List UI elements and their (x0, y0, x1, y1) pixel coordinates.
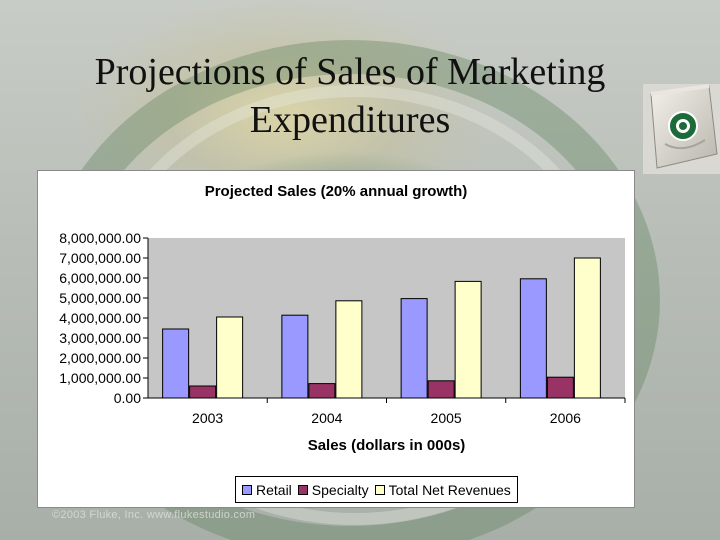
bar-retail (519, 278, 547, 399)
chart-legend: Retail Specialty Total Net Revenues (235, 476, 518, 503)
bar-specialty (427, 380, 455, 399)
y-tick-label: 3,000,000.00 (59, 330, 141, 346)
x-tick-label: 2004 (311, 410, 342, 426)
slide-title: Projections of Sales of Marketing Expend… (94, 51, 606, 141)
chart-title: Projected Sales (20% annual growth) (204, 183, 468, 200)
bar-specialty (546, 376, 574, 399)
y-tick-label: 4,000,000.00 (59, 310, 141, 326)
legend-item-total-net-revenues: Total Net Revenues (374, 481, 511, 498)
bar-specialty (189, 385, 217, 399)
y-tick-label: 2,000,000.00 (59, 350, 141, 366)
y-tick-label: 6,000,000.00 (59, 270, 141, 286)
bar-retail (281, 314, 309, 399)
legend-swatch-retail (242, 484, 252, 495)
bar-total-net-revenues (454, 280, 482, 399)
bar-specialty (308, 383, 336, 399)
x-tick-label: 2006 (550, 410, 581, 426)
legend-swatch-specialty (297, 484, 308, 495)
y-tick-label: 0.00 (114, 390, 141, 406)
legend-label-specialty: Specialty (311, 481, 369, 498)
y-tick-label: 7,000,000.00 (59, 250, 141, 266)
footer-copyright: ©2003 Fluke, Inc. www.flukestudio.com (52, 509, 256, 521)
x-tick-label: 2005 (431, 410, 462, 426)
legend-swatch-total-net-revenues (374, 484, 385, 495)
x-tick-label: 2003 (192, 410, 223, 426)
legend-item-retail: Retail (242, 482, 292, 498)
bar-total-net-revenues (573, 257, 601, 399)
legend-label-retail: Retail (256, 481, 292, 498)
coffee-cup-image (643, 84, 720, 174)
y-tick-label: 1,000,000.00 (59, 370, 141, 386)
bar-retail (400, 298, 428, 399)
bar-total-net-revenues (335, 300, 363, 399)
y-tick-label: 5,000,000.00 (59, 290, 141, 306)
y-tick-label: 8,000,000.00 (59, 230, 141, 246)
x-axis-label: Sales (dollars in 000s) (307, 437, 466, 454)
legend-item-specialty: Specialty (297, 481, 369, 498)
bar-total-net-revenues (216, 316, 244, 399)
legend-label-total-net-revenues: Total Net Revenues (388, 481, 511, 498)
bar-retail (162, 328, 190, 399)
